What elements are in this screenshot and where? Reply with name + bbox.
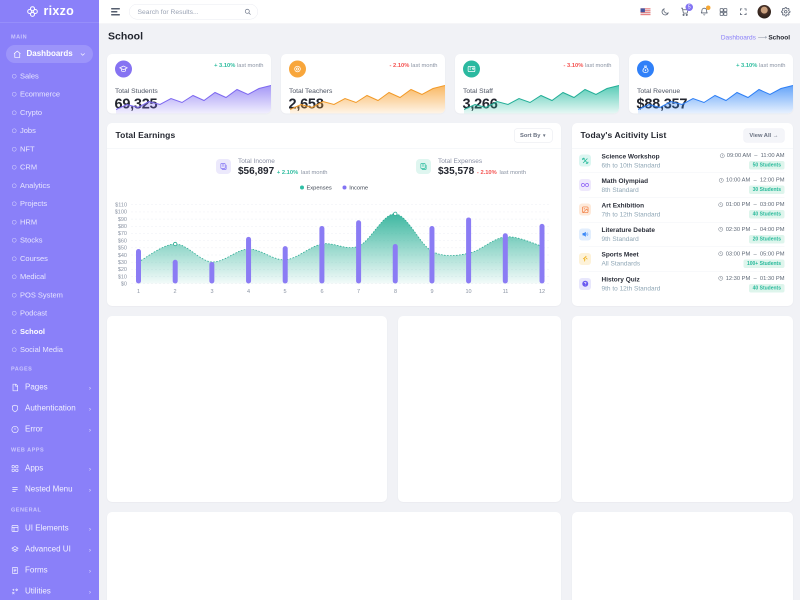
svg-text:5: 5	[283, 289, 286, 295]
svg-text:11: 11	[503, 289, 509, 295]
svg-text:$0: $0	[121, 282, 127, 288]
svg-text:4: 4	[247, 289, 250, 295]
svg-text:$100: $100	[115, 210, 127, 216]
svg-text:6: 6	[320, 289, 323, 295]
svg-text:12: 12	[539, 289, 545, 295]
svg-text:1: 1	[137, 289, 140, 295]
svg-text:3: 3	[210, 289, 213, 295]
svg-text:2: 2	[173, 289, 176, 295]
svg-text:$60: $60	[118, 238, 127, 244]
svg-text:$70: $70	[118, 231, 127, 237]
svg-text:$10: $10	[118, 274, 127, 280]
svg-text:$40: $40	[118, 253, 127, 259]
svg-text:$80: $80	[118, 224, 127, 230]
svg-text:$50: $50	[118, 246, 127, 252]
svg-text:10: 10	[465, 289, 471, 295]
svg-text:8: 8	[394, 289, 397, 295]
svg-text:$20: $20	[118, 267, 127, 273]
svg-text:$110: $110	[115, 203, 127, 209]
svg-text:7: 7	[357, 289, 360, 295]
svg-text:$90: $90	[118, 217, 127, 223]
svg-text:9: 9	[430, 289, 433, 295]
svg-text:$30: $30	[118, 260, 127, 266]
